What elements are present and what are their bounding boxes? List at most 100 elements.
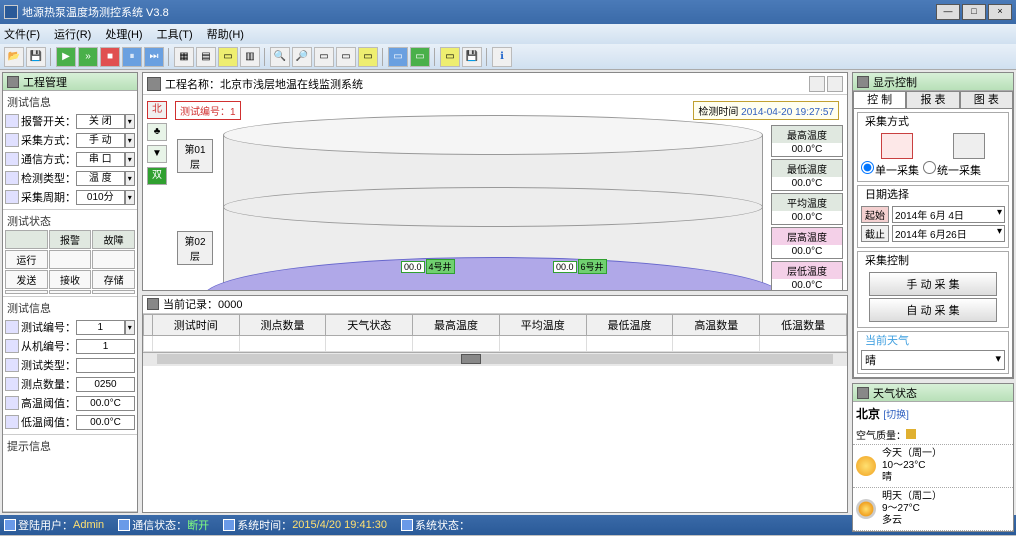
- status-led: [5, 290, 48, 294]
- tool-open-icon[interactable]: 📂: [4, 47, 24, 67]
- tree-up-icon[interactable]: ♣: [147, 123, 167, 141]
- radio-unified[interactable]: 统一采集: [923, 161, 981, 178]
- tool-m1-icon[interactable]: ▭: [314, 47, 334, 67]
- high-threshold-val[interactable]: 00.0°C: [76, 396, 135, 411]
- radio-single[interactable]: 单一采集: [861, 161, 919, 178]
- table-header: 测点数量: [239, 314, 326, 335]
- tool-m3-icon[interactable]: ▭: [358, 47, 378, 67]
- tool-chart-icon[interactable]: ▭: [218, 47, 238, 67]
- city-switch-link[interactable]: [切换]: [883, 410, 909, 421]
- dual-button[interactable]: 双: [147, 167, 167, 185]
- detect-type-dropdown[interactable]: ▾: [125, 171, 135, 186]
- detect-type-label: 检测类型：: [21, 170, 76, 186]
- stat-box: 平均温度00.0°C: [771, 193, 843, 225]
- menu-tools[interactable]: 工具(T): [157, 26, 193, 42]
- minimize-button[interactable]: —: [936, 4, 960, 20]
- project-icon: [7, 76, 19, 88]
- tool-box-icon[interactable]: ▭: [440, 47, 460, 67]
- collect-mode-val[interactable]: 手 动: [76, 133, 125, 148]
- manual-collect-button[interactable]: 手 动 采 集: [869, 272, 997, 296]
- layer-button[interactable]: 第01层: [177, 139, 213, 173]
- menu-help[interactable]: 帮助(H): [207, 26, 244, 42]
- alarm-switch-dropdown[interactable]: ▾: [125, 114, 135, 129]
- tool-stop-icon[interactable]: ■: [100, 47, 120, 67]
- tool-disk-icon[interactable]: 💾: [462, 47, 482, 67]
- weather-icon: [857, 387, 869, 399]
- tool-save-icon[interactable]: 💾: [26, 47, 46, 67]
- tree-down-icon[interactable]: ▼: [147, 145, 167, 163]
- tool-zoomout-icon[interactable]: 🔎: [292, 47, 312, 67]
- alarm-switch-icon: [5, 114, 19, 128]
- slave-id-val[interactable]: 1: [76, 339, 135, 354]
- tab-control[interactable]: 控 制: [853, 91, 906, 109]
- well-marker[interactable]: 00.06号井: [553, 259, 607, 274]
- menu-file[interactable]: 文件(F): [4, 26, 40, 42]
- tool-pause-icon[interactable]: ⏸: [122, 47, 142, 67]
- tool-cal-icon[interactable]: ▦: [174, 47, 194, 67]
- user-icon: [4, 519, 16, 531]
- tab-report[interactable]: 报 表: [906, 91, 959, 109]
- status-row2-1: 接收: [49, 270, 92, 289]
- house-single-icon[interactable]: [881, 133, 913, 159]
- close-button[interactable]: ×: [988, 4, 1012, 20]
- layer-button[interactable]: 第02层: [177, 231, 213, 265]
- status-time: 2015/4/20 19:41:30: [292, 519, 387, 531]
- tool-fwd-icon[interactable]: »: [78, 47, 98, 67]
- tool-grid-icon[interactable]: ▤: [196, 47, 216, 67]
- comm-mode-dropdown[interactable]: ▾: [125, 152, 135, 167]
- tool-m2-icon[interactable]: ▭: [336, 47, 356, 67]
- collect-mode-icon: [5, 133, 19, 147]
- tool-table-icon[interactable]: ▥: [240, 47, 260, 67]
- alarm-switch-val[interactable]: 关 闭: [76, 114, 125, 129]
- collect-period-dropdown[interactable]: ▾: [125, 190, 135, 205]
- tool-skip-icon[interactable]: ⏭: [144, 47, 164, 67]
- status-led: [49, 290, 92, 294]
- auto-collect-button[interactable]: 自 动 采 集: [869, 298, 997, 322]
- weather-panel-title: 天气状态: [873, 385, 917, 401]
- today-range: 10～23°C: [882, 460, 942, 472]
- testinfo2-title: 测试信息: [5, 299, 135, 317]
- stat-box: 层高温度00.0°C: [771, 227, 843, 259]
- tool-flag-icon[interactable]: ▭: [410, 47, 430, 67]
- tool-info-icon[interactable]: ℹ: [492, 47, 512, 67]
- collect-mode-dropdown[interactable]: ▾: [125, 133, 135, 148]
- tab-chart[interactable]: 图 表: [960, 91, 1013, 109]
- date-end-select[interactable]: 2014年 6月26日▾: [892, 225, 1005, 242]
- header-tool-icon[interactable]: [809, 76, 825, 92]
- tool-play-icon[interactable]: ▶: [56, 47, 76, 67]
- well-marker[interactable]: 00.04号井: [401, 259, 455, 274]
- status-title: 测试状态: [5, 212, 135, 230]
- detect-type-val[interactable]: 温 度: [76, 171, 125, 186]
- tool-win-icon[interactable]: ▭: [388, 47, 408, 67]
- tomorrow-weather: 多云: [882, 515, 942, 527]
- left-title: 工程管理: [23, 74, 67, 90]
- fs-collect-title: 采集方式: [863, 113, 911, 129]
- status-h2: 故障: [92, 230, 135, 249]
- collect-mode-label: 采集方式：: [21, 132, 76, 148]
- test-id-val[interactable]: 1: [76, 320, 125, 335]
- maximize-button[interactable]: □: [962, 4, 986, 20]
- conn-icon: [118, 519, 130, 531]
- stat-box: 最高温度00.0°C: [771, 125, 843, 157]
- low-threshold-val[interactable]: 00.0°C: [76, 415, 135, 430]
- tool-zoomin-icon[interactable]: 🔍: [270, 47, 290, 67]
- state-icon: [401, 519, 413, 531]
- north-button[interactable]: 北: [147, 101, 167, 119]
- point-count-val[interactable]: 0250: [76, 377, 135, 392]
- header-tool-icon[interactable]: [827, 76, 843, 92]
- house-multi-icon[interactable]: [953, 133, 985, 159]
- table-header: [144, 314, 153, 335]
- status-led: [92, 250, 135, 269]
- tomorrow-range: 9～27°C: [882, 503, 942, 515]
- status-state: 系统状态：: [415, 517, 470, 533]
- hscrollbar[interactable]: [143, 352, 847, 366]
- date-start-select[interactable]: 2014年 6月 4日▾: [892, 206, 1005, 223]
- sun-icon: [856, 456, 876, 476]
- menu-run[interactable]: 运行(R): [54, 26, 91, 42]
- weather-select[interactable]: 晴▾: [861, 350, 1005, 370]
- collect-period-val[interactable]: 010分: [76, 190, 125, 205]
- test-type-val[interactable]: [76, 358, 135, 373]
- menu-process[interactable]: 处理(H): [105, 26, 142, 42]
- comm-mode-val[interactable]: 串 口: [76, 152, 125, 167]
- fs-date-title: 日期选择: [863, 186, 911, 202]
